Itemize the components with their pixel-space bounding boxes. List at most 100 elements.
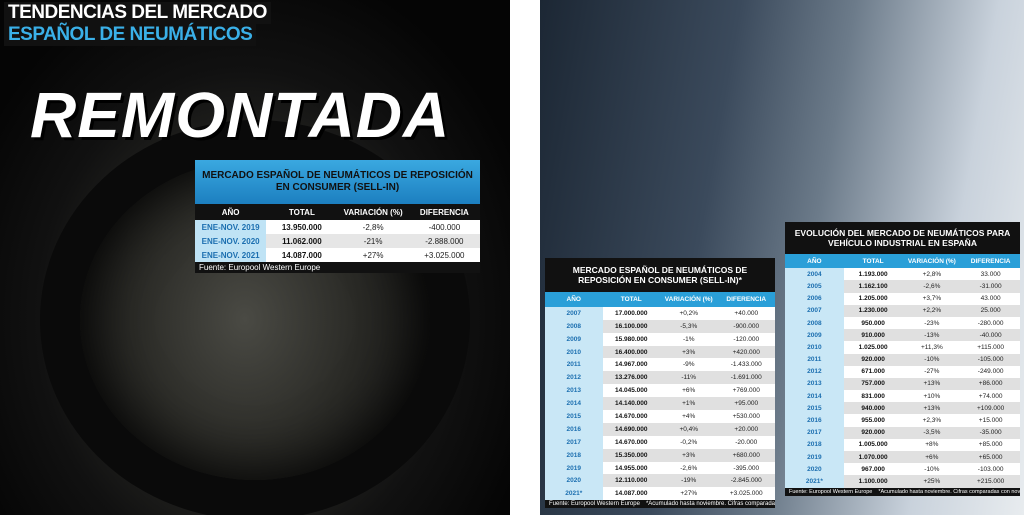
table-row: 2021* 14.087.000 +27% +3.025.000 — [545, 487, 775, 501]
year-cell: 2020 — [545, 474, 603, 488]
value-cell: +13% — [923, 380, 941, 388]
table-row: 2008 16.100.000 -5,3% -900.000 — [545, 319, 775, 333]
footnote: *Acumulado hasta noviembre. Cifras compa… — [645, 501, 775, 508]
value-cell: 1.025.000 — [858, 343, 888, 351]
year-cell: 2018 — [785, 438, 844, 451]
value-cell: 11.062.000 — [282, 236, 322, 246]
source-note: Fuente: Europool Western Europe — [789, 488, 873, 495]
value-cell: 955.000 — [861, 417, 885, 425]
table-row: 2016 955.000 +2,3% +15.000 — [785, 414, 1020, 427]
value-cell: 920.000 — [861, 356, 885, 364]
value-cell: 920.000 — [861, 429, 885, 437]
table-row: 2019 14.955.000 -2,6% -395.000 — [545, 461, 775, 475]
year-cell: ENE-NOV. 2020 — [195, 234, 267, 248]
table-row: 2008 950.000 -23% -280.000 — [785, 316, 1020, 330]
table-row: 2011 14.967.000 -9% -1.433.000 — [545, 358, 775, 372]
value-cell: 16.400.000 — [614, 348, 648, 356]
value-cell: 950.000 — [861, 319, 885, 327]
value-cell: -2.845.000 — [730, 477, 762, 485]
value-cell: 940.000 — [861, 404, 885, 412]
value-cell: 16.100.000 — [614, 322, 648, 330]
value-cell: -40.000 — [979, 331, 1002, 339]
table-row: 2020 12.110.000 -19% -2.845.000 — [545, 474, 775, 488]
column-header: TOTAL — [862, 257, 884, 265]
value-cell: -2,6% — [923, 282, 941, 290]
year-cell: 2009 — [785, 329, 844, 342]
table-footer: Fuente: Europool Western Europe *Acumulad… — [785, 487, 1020, 496]
table-title: EVOLUCIÓN DEL MERCADO DE NEUMÁTICOS PARA… — [785, 222, 1020, 254]
value-cell: -35.000 — [979, 429, 1002, 437]
value-cell: 671.000 — [861, 368, 885, 376]
value-cell: +4% — [682, 412, 696, 420]
value-cell: 12.110.000 — [615, 477, 648, 485]
year-cell: 2015 — [785, 402, 844, 415]
value-cell: +2,3% — [922, 417, 942, 425]
year-cell: 2008 — [545, 319, 603, 333]
table-row: 2006 1.205.000 +3,7% 43.000 — [785, 292, 1020, 305]
table-row: 2012 13.276.000 -11% -1.691.000 — [545, 371, 775, 385]
column-header: VARIACIÓN (%) — [907, 257, 956, 265]
source-note: Fuente: Europool Western Europe — [549, 501, 640, 508]
year-cell: 2008 — [785, 316, 844, 330]
value-cell: 14.045.000 — [614, 387, 648, 395]
table-row: 2013 14.045.000 +6% +769.000 — [545, 384, 775, 398]
value-cell: +3.025.000 — [729, 490, 763, 498]
table-row: 2004 1.193.000 +2,8% 33.000 — [785, 268, 1020, 281]
year-cell: 2007 — [545, 306, 603, 320]
value-cell: +109.000 — [976, 404, 1005, 412]
column-header: VARIACIÓN (%) — [664, 295, 713, 303]
value-cell: +27% — [680, 490, 698, 498]
column-header: VARIACIÓN (%) — [343, 207, 403, 217]
value-cell: 14.087.000 — [614, 490, 648, 498]
year-cell: 2007 — [785, 304, 844, 317]
value-cell: +8% — [925, 441, 939, 449]
year-cell: 2017 — [785, 426, 844, 439]
value-cell: -249.000 — [977, 368, 1004, 376]
value-cell: +0,2% — [679, 309, 699, 317]
table-row: 2018 15.350.000 +3% +680.000 — [545, 448, 775, 462]
value-cell: +6% — [682, 387, 696, 395]
value-cell: +3,7% — [922, 295, 942, 303]
column-header: AÑO — [566, 295, 581, 303]
table-title: MERCADO ESPAÑOL DE NEUMÁTICOS DE REPOSIC… — [195, 160, 480, 204]
table-row: 2014 14.140.000 +1% +95.000 — [545, 397, 775, 411]
value-cell: -3,5% — [923, 429, 941, 437]
value-cell: +15.000 — [978, 417, 1003, 425]
value-cell: +2,2% — [922, 307, 942, 315]
value-cell: +13% — [923, 404, 941, 412]
value-cell: 1.230.000 — [858, 307, 888, 315]
value-cell: +3% — [682, 348, 696, 356]
value-cell: 25.000 — [980, 307, 1001, 315]
table-row: 2019 1.070.000 +6% +65.000 — [785, 451, 1020, 464]
value-cell: -103.000 — [977, 465, 1004, 473]
year-cell: 2013 — [545, 384, 603, 398]
table-row: 2015 940.000 +13% +109.000 — [785, 402, 1020, 415]
value-cell: +680.000 — [732, 451, 760, 459]
year-cell: 2012 — [785, 365, 844, 378]
year-cell: 2019 — [545, 461, 603, 475]
value-cell: 14.087.000 — [281, 250, 322, 260]
value-cell: -5,3% — [680, 322, 698, 330]
table-footer: Fuente: Europool Western Europe — [195, 262, 480, 273]
value-cell: 1.205.000 — [858, 295, 888, 303]
value-cell: 831.000 — [861, 392, 885, 400]
table-row: 2007 17.000.000 +0,2% +40.000 — [545, 306, 775, 320]
year-cell: 2010 — [785, 341, 844, 354]
value-cell: -2,8% — [362, 222, 384, 232]
column-header: TOTAL — [288, 207, 315, 217]
section-subtitle: ESPAÑOL DE NEUMÁTICOS — [4, 24, 257, 46]
value-cell: -27% — [924, 368, 940, 376]
value-cell: 1.070.000 — [858, 453, 888, 461]
value-cell: -21% — [363, 236, 383, 246]
value-cell: 967.000 — [861, 465, 885, 473]
year-cell: 2019 — [785, 451, 844, 464]
data-table-box: MERCADO ESPAÑOL DE NEUMÁTICOS DE REPOSIC… — [195, 160, 480, 273]
value-cell: 1.100.000 — [858, 477, 888, 485]
year-cell: 2015 — [545, 410, 603, 423]
value-cell: 43.000 — [980, 295, 1001, 303]
value-cell: 33.000 — [980, 270, 1001, 278]
value-cell: 14.967.000 — [614, 361, 648, 369]
table-row: 2014 831.000 +10% +74.000 — [785, 390, 1020, 403]
year-cell: 2009 — [545, 332, 603, 346]
